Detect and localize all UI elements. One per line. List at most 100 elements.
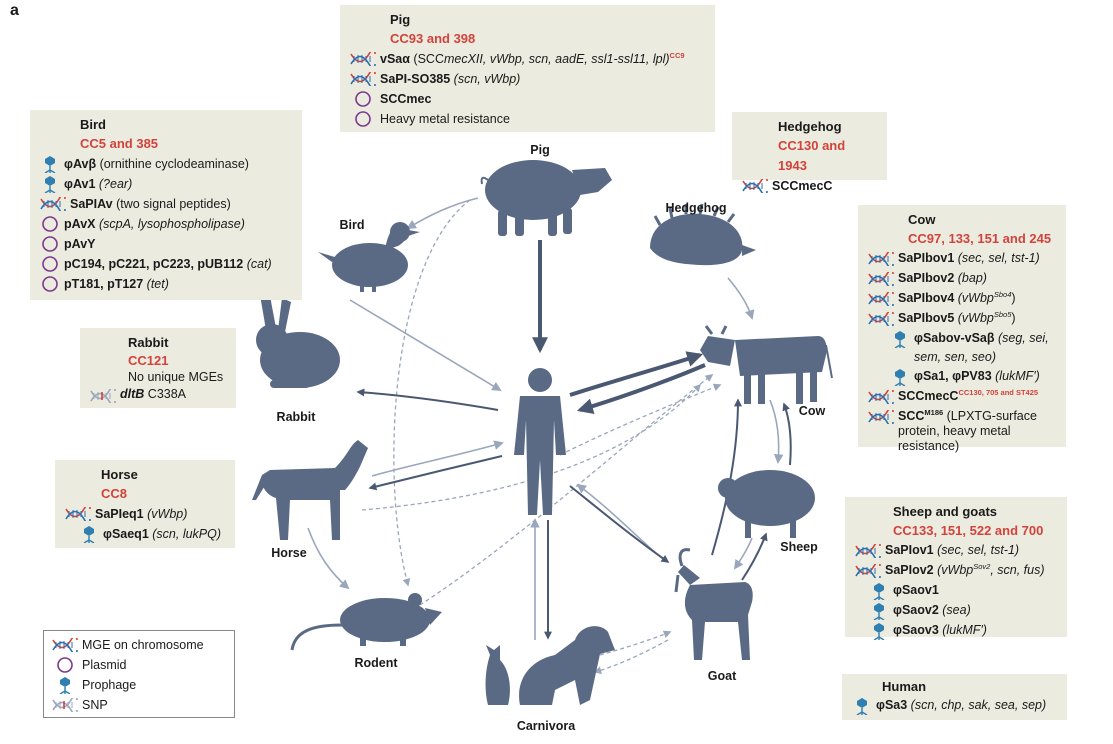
cow-box-title: Cow	[908, 212, 936, 227]
cow-row-2-name: SaPIbov4	[898, 291, 955, 305]
sheep-row-2-name: φSaov1	[893, 583, 939, 597]
plasmid-icon	[350, 109, 376, 129]
dna-chromosome-icon	[855, 561, 881, 581]
legend-label-mge: MGE on chromosome	[82, 638, 204, 652]
carnivora-silhouette	[485, 626, 615, 705]
cow-info-box: Cow CC97, 133, 151 and 245 SaPIbov1 (sec…	[858, 205, 1066, 453]
arrow-goat-carnivora-dashed	[593, 639, 669, 675]
pig-sapi-name: SaPI-SO385	[380, 72, 451, 86]
plasmid-icon	[52, 655, 78, 675]
hedgehog-row-0-name: SCCmecC	[772, 179, 833, 193]
horse-row-0-name: SaPIeq1	[95, 507, 144, 521]
prophage-icon	[869, 621, 889, 641]
arrow-cow-sheep-light	[769, 399, 784, 464]
pig-sccmec-name: SCCmec	[380, 92, 432, 106]
human-row-0-detail: (scn, chp, sak, sea, sep)	[907, 698, 1047, 712]
prophage-icon	[52, 675, 78, 695]
label-pig: Pig	[530, 143, 550, 157]
arrow-horse-rodent	[307, 527, 350, 590]
pig-row-sccmec: SCCmec	[350, 89, 705, 109]
horse-row-0-detail: (vWbp)	[143, 507, 188, 521]
human-row-0-name: φSa3	[876, 698, 908, 712]
bird-row-0-detail: (ornithine cyclodeaminase)	[96, 157, 249, 171]
pig-silhouette	[480, 160, 612, 236]
arrow-hedgehog-cow	[727, 277, 755, 320]
horse-box-title: Horse	[101, 467, 138, 482]
legend-item-mge: MGE on chromosome	[52, 635, 226, 655]
sheep-silhouette	[718, 470, 815, 538]
cow-row-7: SCCM186 (LPXTG-surface protein, heavy me…	[868, 407, 1056, 454]
panel-letter: a	[10, 2, 19, 19]
cow-row-6-name: SCCmecC	[898, 389, 959, 403]
human-box-title: Human	[882, 679, 927, 694]
dna-chromosome-icon	[868, 269, 894, 289]
label-cow: Cow	[798, 404, 826, 418]
hedgehog-box-title: Hedgehog	[778, 119, 842, 134]
sheep-row-1-sup: Sov2	[973, 561, 991, 571]
snp-icon	[52, 695, 78, 715]
bird-row-4: pAvY	[40, 234, 292, 254]
plasmid-icon	[350, 89, 376, 109]
hedgehog-row-0: SCCmecC	[742, 176, 877, 196]
cow-row-0-detail: (sec, sel, tst-1)	[954, 251, 1040, 265]
sheep-row-3: φSaov2 (sea)	[855, 601, 1057, 621]
human-silhouette	[514, 368, 566, 515]
sheep-row-1-detail: (vWbp	[933, 563, 974, 577]
cow-row-2-after: )	[1011, 291, 1016, 305]
dna-chromosome-icon	[868, 289, 894, 309]
horse-row-1-detail: (scn, lukPQ)	[148, 527, 222, 541]
rabbit-box-title: Rabbit	[128, 335, 169, 350]
legend-item-plasmid: Plasmid	[52, 655, 226, 675]
dna-chromosome-icon	[855, 541, 881, 561]
label-horse: Horse	[271, 546, 307, 560]
sheep-row-4-detail: (lukMF′)	[938, 623, 987, 637]
cow-row-3-name: SaPIbov5	[898, 311, 955, 325]
bird-row-2-name: SaPIAv	[70, 197, 113, 211]
sheep-row-2: φSaov1	[855, 581, 1057, 601]
plasmid-icon	[40, 274, 60, 294]
label-bird: Bird	[339, 218, 365, 232]
sheep-row-1-name: SaPIov2	[885, 563, 934, 577]
cow-row-4-name: φSabov-vSaβ	[914, 331, 995, 345]
dna-chromosome-icon	[868, 407, 894, 427]
cow-row-1-detail: (bap)	[954, 271, 987, 285]
sheep-box-title: Sheep and goats	[893, 504, 998, 519]
label-goat: Goat	[707, 669, 737, 683]
prophage-icon	[890, 329, 910, 349]
cow-box-cc: CC97, 133, 151 and 245	[908, 231, 1052, 246]
cow-row-2-sup: Sbo4	[993, 289, 1012, 299]
pig-sapi-detail: (scn, vWbp)	[450, 72, 521, 86]
cow-row-7-name: SCC	[898, 409, 925, 423]
cow-row-4-detail: (seg, sei, sem, sen, seo)	[914, 331, 1049, 364]
pig-row-sapi: SaPI-SO385 (scn, vWbp)	[350, 69, 705, 89]
bird-row-5-detail: (cat)	[243, 257, 272, 271]
bird-box-title: Bird	[80, 117, 106, 132]
pig-row-vsaa: vSaα (SCCmecXII, vWbp, scn, aadE, ssl1-s…	[350, 49, 705, 69]
cow-row-6: SCCmecCCC130, 705 and ST425	[868, 387, 1056, 407]
dna-chromosome-icon	[868, 309, 894, 329]
sheep-row-4-name: φSaov3	[893, 623, 939, 637]
bird-row-6-name: pT181, pT127	[64, 277, 144, 291]
bird-row-6: pT181, pT127 (tet)	[40, 274, 292, 294]
sheep-row-0-detail: (sec, sel, tst-1)	[933, 543, 1020, 557]
sheep-row-4: φSaov3 (lukMF′)	[855, 621, 1057, 641]
pig-heavy-metal-text: Heavy metal resistance	[380, 112, 510, 126]
cow-row-2: SaPIbov4 (vWbpSbo4)	[868, 289, 1056, 309]
cow-row-3-detail: (vWbp	[954, 311, 994, 325]
dna-chromosome-icon	[868, 249, 894, 269]
bird-row-3-detail: (scpA, lysophospholipase)	[95, 217, 245, 231]
arrow-sheep-goat-light	[733, 537, 753, 570]
prophage-icon	[869, 601, 889, 621]
bird-silhouette	[318, 222, 420, 292]
arrow-horse-human	[371, 440, 504, 477]
bird-row-3-name: pAvX	[64, 217, 96, 231]
prophage-icon	[79, 524, 99, 544]
prophage-icon	[890, 367, 910, 387]
arrow-carnivora-goat-dashed	[599, 630, 672, 656]
dna-chromosome-icon	[868, 387, 894, 407]
arrow-goat-sheep	[741, 532, 768, 581]
bird-row-0-name: φAvβ	[64, 157, 97, 171]
legend-label-prophage: Prophage	[82, 678, 137, 692]
horse-box-cc: CC8	[101, 486, 128, 501]
rabbit-silhouette	[256, 295, 340, 388]
